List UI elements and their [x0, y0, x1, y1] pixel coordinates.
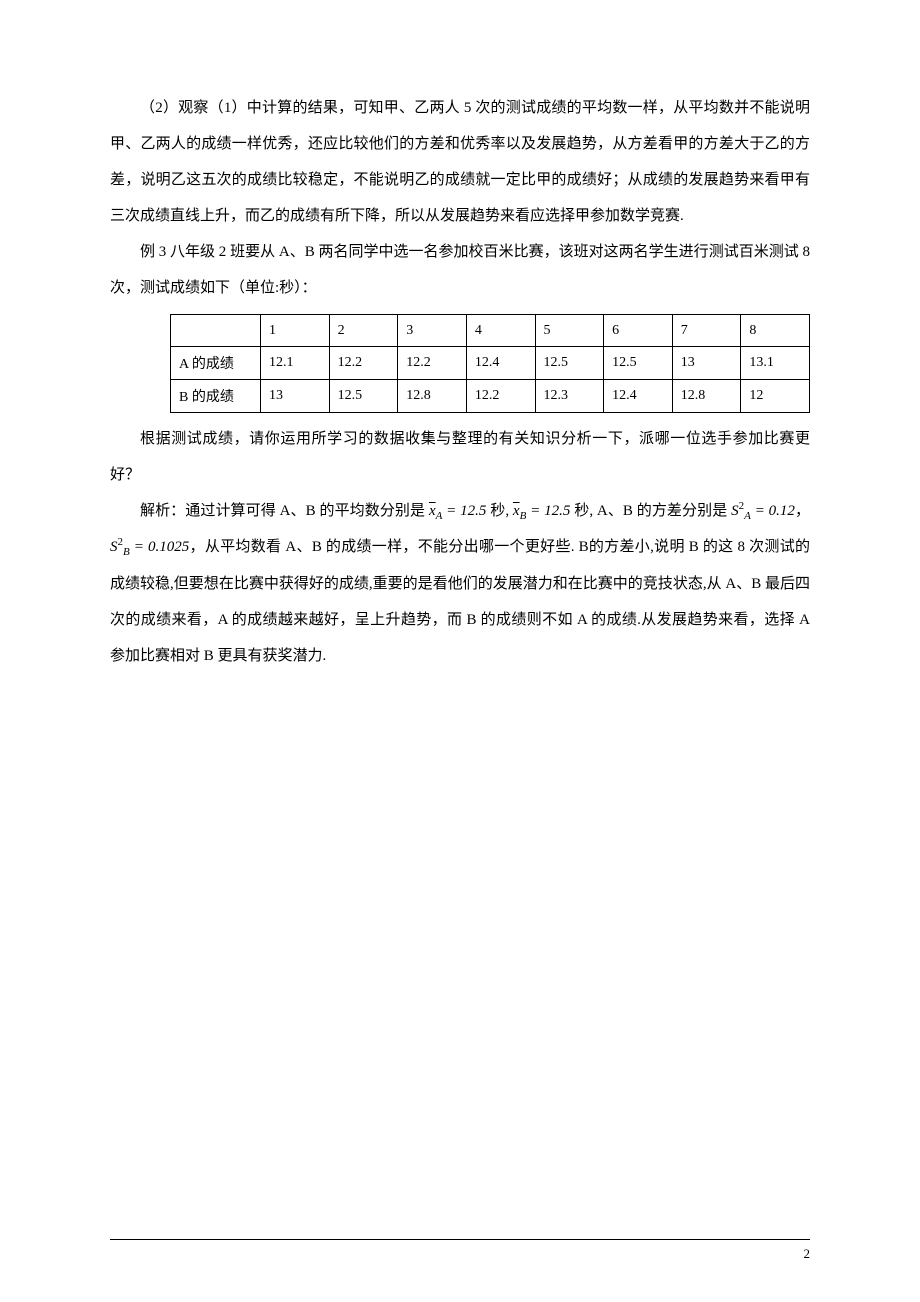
table-header-row: 1 2 3 4 5 6 7 8 — [171, 315, 810, 347]
table-row-a: A 的成绩 12.1 12.2 12.2 12.4 12.5 12.5 13 1… — [171, 347, 810, 380]
col-header: 3 — [398, 315, 467, 347]
row-b-label: B 的成绩 — [171, 380, 261, 413]
formula-xA: xA = 12.5 — [429, 503, 486, 519]
table-cell: 12.4 — [604, 380, 673, 413]
formula-xB: xB = 12.5 — [513, 503, 570, 519]
p4-pre: 解析：通过计算可得 A、B 的平均数分别是 — [140, 503, 429, 519]
table-cell: 12 — [741, 380, 810, 413]
col-header: 6 — [604, 315, 673, 347]
sB-value: 0.1025 — [148, 539, 189, 555]
table-cell: 12.5 — [535, 347, 604, 380]
table-cell: 12.2 — [329, 347, 398, 380]
page-footer: 2 — [0, 1239, 920, 1262]
col-header: 7 — [672, 315, 741, 347]
table-cell: 12.2 — [466, 380, 535, 413]
col-header: 4 — [466, 315, 535, 347]
formula-sB: S2B = 0.1025 — [110, 539, 189, 555]
results-table: 1 2 3 4 5 6 7 8 A 的成绩 12.1 12.2 12.2 12.… — [170, 314, 810, 413]
table-cell: 12.3 — [535, 380, 604, 413]
sA-value: 0.12 — [769, 503, 795, 519]
col-header: 1 — [261, 315, 330, 347]
paragraph-3: 根据测试成绩，请你运用所学习的数据收集与整理的有关知识分析一下，派哪一位选手参加… — [110, 421, 810, 493]
table-cell: 12.5 — [604, 347, 673, 380]
formula-sA: S2A = 0.12 — [731, 503, 795, 519]
paragraph-1: （2）观察（1）中计算的结果，可知甲、乙两人 5 次的测试成绩的平均数一样，从平… — [110, 90, 810, 234]
table-cell: 13 — [672, 347, 741, 380]
header-empty — [171, 315, 261, 347]
table-cell: 12.8 — [672, 380, 741, 413]
table-cell: 13 — [261, 380, 330, 413]
p4-mid3: ， — [795, 503, 810, 519]
page-number: 2 — [110, 1246, 810, 1262]
col-header: 8 — [741, 315, 810, 347]
xB-value: 12.5 — [544, 503, 570, 519]
row-a-label: A 的成绩 — [171, 347, 261, 380]
xA-value: 12.5 — [460, 503, 486, 519]
p4-mid2: 秒, A、B 的方差分别是 — [570, 503, 731, 519]
table-cell: 12.5 — [329, 380, 398, 413]
paragraph-2: 例 3 八年级 2 班要从 A、B 两名同学中选一名参加校百米比赛，该班对这两名… — [110, 234, 810, 306]
paragraph-4: 解析：通过计算可得 A、B 的平均数分别是 xA = 12.5 秒, xB = … — [110, 493, 810, 674]
table-cell: 12.8 — [398, 380, 467, 413]
table-row-b: B 的成绩 13 12.5 12.8 12.2 12.3 12.4 12.8 1… — [171, 380, 810, 413]
table-cell: 12.1 — [261, 347, 330, 380]
table-cell: 12.4 — [466, 347, 535, 380]
footer-line — [110, 1239, 810, 1240]
p4-mid1: 秒, — [486, 503, 513, 519]
table-cell: 12.2 — [398, 347, 467, 380]
col-header: 5 — [535, 315, 604, 347]
table-cell: 13.1 — [741, 347, 810, 380]
p4-post: ，从平均数看 A、B 的成绩一样，不能分出哪一个更好些. B的方差小,说明 B … — [110, 539, 810, 663]
col-header: 2 — [329, 315, 398, 347]
